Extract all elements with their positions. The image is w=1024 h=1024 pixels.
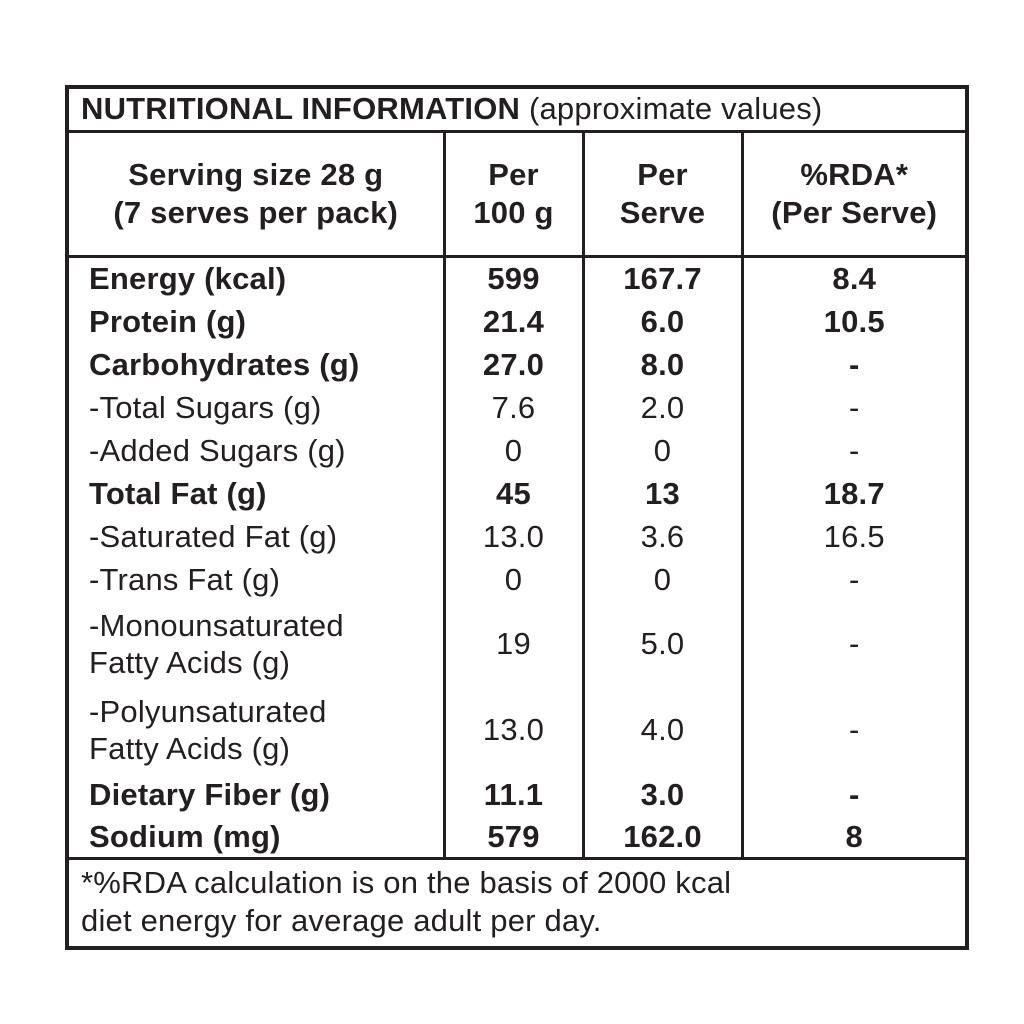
footnote-line: diet energy for average adult per day.	[81, 903, 602, 938]
value-rda: 18.7	[740, 471, 967, 515]
nutrient-rows: Energy (kcal) 599 167.7 8.4 Protein (g) …	[67, 256, 967, 859]
title-main: NUTRITIONAL INFORMATION	[81, 90, 521, 126]
column-header-per-serve: Per Serve	[581, 131, 742, 258]
title-suffix: (approximate values)	[528, 90, 823, 126]
table-row: Sodium (mg) 579 162.0 8	[67, 815, 967, 859]
value-per-100g: 579	[442, 815, 583, 859]
table-row: Energy (kcal) 599 167.7 8.4	[67, 256, 967, 300]
column-header-line: Serve	[619, 195, 706, 230]
value-per-100g: 21.4	[442, 299, 583, 343]
column-header-rda: %RDA* (Per Serve)	[740, 131, 967, 258]
row-label: -Total Sugars (g)	[89, 389, 322, 425]
value-rda: -	[740, 600, 967, 687]
column-header-line: (7 serves per pack)	[113, 195, 399, 230]
table-title-row: NUTRITIONAL INFORMATION (approximate val…	[67, 87, 967, 133]
column-header-line: Per	[488, 157, 539, 192]
row-label: -Trans Fat (g)	[89, 561, 281, 597]
value-rda: 8	[740, 815, 967, 859]
value-per-serve: 8.0	[581, 342, 742, 386]
value-rda: -	[740, 342, 967, 386]
value-rda: -	[740, 385, 967, 429]
nutrition-table: NUTRITIONAL INFORMATION (approximate val…	[65, 85, 969, 950]
value-rda: 10.5	[740, 299, 967, 343]
table-row: -Polyunsaturated Fatty Acids (g) 13.0 4.0…	[67, 686, 967, 773]
value-per-100g: 0	[442, 428, 583, 472]
column-header-line: (Per Serve)	[771, 195, 938, 230]
row-label: Dietary Fiber (g)	[89, 776, 331, 812]
value-rda: -	[740, 686, 967, 773]
value-per-serve: 4.0	[581, 686, 742, 773]
value-per-serve: 5.0	[581, 600, 742, 687]
value-per-100g: 7.6	[442, 385, 583, 429]
value-per-serve: 0	[581, 557, 742, 601]
value-per-100g: 45	[442, 471, 583, 515]
row-label: Energy (kcal)	[89, 261, 287, 297]
row-label: -Monounsaturated Fatty Acids (g)	[89, 607, 344, 680]
row-label: Protein (g)	[89, 303, 247, 339]
value-per-serve: 0	[581, 428, 742, 472]
row-label: -Added Sugars (g)	[89, 432, 346, 468]
column-header-line: Serving size 28 g	[128, 157, 384, 192]
footnote-line: *%RDA calculation is on the basis of 200…	[81, 865, 732, 900]
table-row: Dietary Fiber (g) 11.1 3.0 -	[67, 772, 967, 816]
table-row: -Added Sugars (g) 0 0 -	[67, 428, 967, 472]
footnote: *%RDA calculation is on the basis of 200…	[67, 857, 967, 948]
value-per-serve: 2.0	[581, 385, 742, 429]
value-per-serve: 167.7	[581, 256, 742, 300]
value-per-100g: 13.0	[442, 514, 583, 558]
column-header-serving-size: Serving size 28 g (7 serves per pack)	[67, 131, 444, 258]
value-per-100g: 599	[442, 256, 583, 300]
row-label: Total Fat (g)	[89, 475, 267, 511]
value-per-serve: 13	[581, 471, 742, 515]
table-row: -Saturated Fat (g) 13.0 3.6 16.5	[67, 514, 967, 558]
column-header-line: %RDA*	[800, 157, 909, 192]
value-per-serve: 3.6	[581, 514, 742, 558]
row-label: -Saturated Fat (g)	[89, 518, 338, 554]
value-per-serve: 3.0	[581, 772, 742, 816]
value-rda: 8.4	[740, 256, 967, 300]
column-header-per-100g: Per 100 g	[442, 131, 583, 258]
value-per-serve: 162.0	[581, 815, 742, 859]
footnote-row: *%RDA calculation is on the basis of 200…	[67, 857, 967, 948]
column-header-line: 100 g	[473, 195, 554, 230]
table-row: Carbohydrates (g) 27.0 8.0 -	[67, 342, 967, 386]
value-per-serve: 6.0	[581, 299, 742, 343]
row-label: Carbohydrates (g)	[89, 346, 360, 382]
table-row: -Monounsaturated Fatty Acids (g) 19 5.0 -	[67, 600, 967, 687]
table-row: Total Fat (g) 45 13 18.7	[67, 471, 967, 515]
value-rda: -	[740, 772, 967, 816]
value-per-100g: 11.1	[442, 772, 583, 816]
value-rda: -	[740, 557, 967, 601]
table-row: -Trans Fat (g) 0 0 -	[67, 557, 967, 601]
column-header-row: Serving size 28 g (7 serves per pack) Pe…	[67, 131, 967, 258]
value-per-100g: 19	[442, 600, 583, 687]
table-title: NUTRITIONAL INFORMATION (approximate val…	[67, 87, 967, 133]
table-row: Protein (g) 21.4 6.0 10.5	[67, 299, 967, 343]
row-label: -Polyunsaturated Fatty Acids (g)	[89, 693, 327, 766]
value-rda: -	[740, 428, 967, 472]
value-per-100g: 13.0	[442, 686, 583, 773]
column-header-line: Per	[637, 157, 688, 192]
table-row: -Total Sugars (g) 7.6 2.0 -	[67, 385, 967, 429]
value-per-100g: 27.0	[442, 342, 583, 386]
value-per-100g: 0	[442, 557, 583, 601]
row-label: Sodium (mg)	[89, 818, 281, 854]
value-rda: 16.5	[740, 514, 967, 558]
